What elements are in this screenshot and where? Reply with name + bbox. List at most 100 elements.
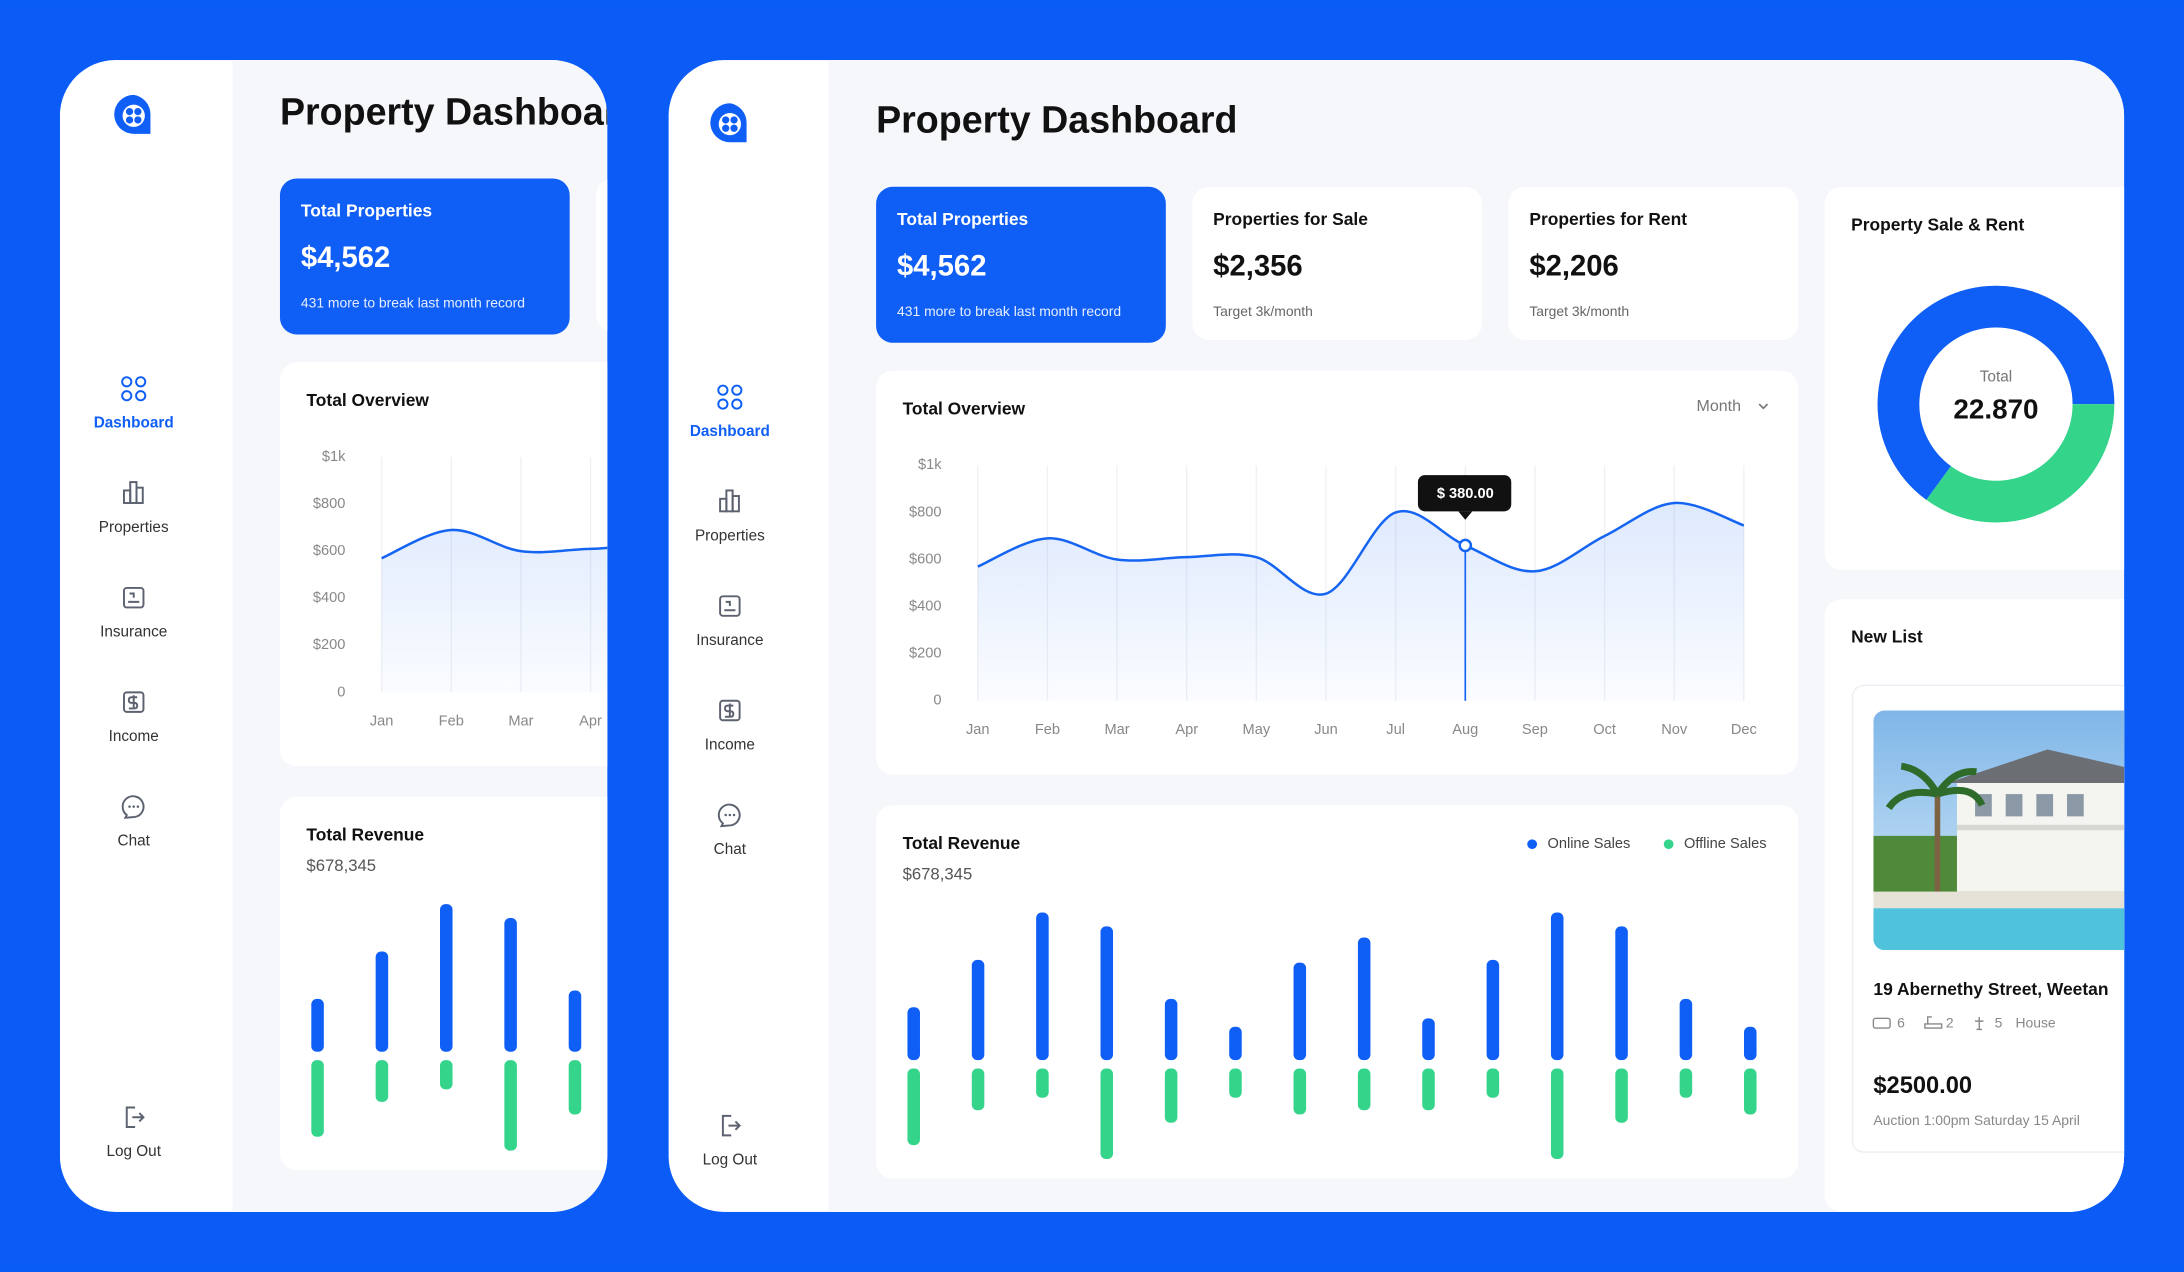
list-title: New List [1851, 627, 1923, 647]
nav-item[interactable]: Insurance [100, 586, 167, 641]
logo-dot [730, 124, 738, 132]
nav-item[interactable]: Insurance [696, 595, 763, 649]
period-label[interactable]: Month [1697, 398, 1741, 415]
nav-label[interactable]: Dashboard [94, 415, 174, 432]
stat-value: $2,356 [1213, 250, 1302, 282]
bar [1615, 1068, 1628, 1123]
bar [1743, 1068, 1757, 1115]
nav-label[interactable]: Income [109, 728, 159, 745]
bar [1357, 1068, 1371, 1111]
deck [1873, 891, 2125, 909]
line-series [381, 493, 608, 588]
nav-item[interactable]: Chat [714, 803, 747, 858]
tooltip-arrow [1458, 511, 1473, 520]
property-card[interactable]: 19 Abernethy Street, Weetan 6 2 5 House $2500… [1851, 684, 2184, 1153]
bar [1293, 962, 1307, 1061]
bar [971, 1068, 985, 1111]
bar [440, 1060, 453, 1090]
icon-part [125, 1106, 145, 1128]
dashboard-icon [717, 384, 743, 410]
stat-value: $4,562 [301, 242, 390, 274]
logo-dot [722, 124, 730, 132]
bar [1743, 1026, 1757, 1061]
x-tick-label: Jan [370, 714, 394, 730]
y-tick-label: 0 [933, 693, 941, 709]
bath-icon [1924, 1016, 1943, 1029]
line-area [381, 494, 608, 693]
window [2036, 794, 2054, 817]
nav-label[interactable]: Properties [99, 519, 169, 536]
nav-label[interactable]: Chat [118, 832, 151, 849]
y-tick-label: $200 [313, 637, 346, 653]
bar [907, 1007, 920, 1061]
nav-label[interactable]: Insurance [696, 632, 763, 649]
icon-part [135, 390, 147, 402]
logo-dot [125, 116, 134, 124]
icon-part [728, 813, 732, 817]
x-tick-label: Oct [1593, 722, 1616, 738]
nav-item[interactable]: Properties [695, 489, 765, 544]
y-tick-label: $600 [909, 551, 942, 567]
nav-item[interactable]: Properties [99, 481, 169, 536]
nav-item[interactable]: Dashboard [94, 376, 174, 432]
garage: 5 [1995, 1015, 2003, 1031]
bar [1229, 1068, 1242, 1098]
property-price: $2500.00 [1873, 1073, 1972, 1099]
chart-subtitle: $678,345 [903, 864, 973, 883]
pool [1873, 908, 2125, 951]
bar [1293, 1068, 1307, 1115]
property-address: 19 Abernethy Street, Weetan [1873, 979, 2108, 999]
legend-label: Offline Sales [1684, 836, 1767, 852]
nav-label[interactable]: Chat [714, 841, 747, 858]
icon-part [136, 805, 140, 808]
x-tick-label: Dec [1731, 722, 1757, 738]
y-tick-label: $1k [322, 449, 346, 465]
nav-item[interactable]: Dashboard [690, 384, 770, 440]
nav-item[interactable]: Income [705, 699, 755, 754]
stat-card [1192, 186, 1482, 341]
period-dropdown[interactable]: Month [1697, 398, 1769, 415]
logout-label[interactable]: Log Out [703, 1151, 758, 1168]
logout[interactable]: Log Out [106, 1106, 162, 1160]
stat-value: $2,206 [1529, 250, 1618, 282]
bar [1036, 1068, 1049, 1098]
icon-part [719, 595, 741, 617]
nav-item[interactable]: Income [109, 691, 159, 745]
mockup-small: Dashboard Properties Insurance Income Chat Lo… [59, 60, 608, 1212]
logout[interactable]: Log Out [703, 1114, 758, 1169]
nav-label[interactable]: Properties [695, 527, 765, 544]
dashboard-icon [121, 376, 147, 402]
logo [114, 94, 151, 134]
logo [710, 103, 747, 143]
icon-part [717, 803, 741, 828]
dashboard: Dashboard Properties Insurance Income Chat Lo… [690, 60, 2184, 1212]
logout-label[interactable]: Log Out [106, 1143, 161, 1160]
logo-dot [722, 116, 730, 124]
nav-label[interactable]: Insurance [100, 624, 167, 641]
bar [1100, 1068, 1114, 1160]
x-tick-label: Apr [1175, 722, 1198, 738]
auction-info: Auction 1:00pm Saturday 15 April [1873, 1112, 2079, 1128]
logo-dot [125, 107, 134, 116]
property-photo [1873, 710, 2125, 951]
nav-item[interactable]: Chat [118, 795, 151, 849]
y-tick-label: $200 [909, 646, 942, 662]
bar [971, 959, 985, 1061]
bar [1550, 1068, 1564, 1160]
nav-label[interactable]: Dashboard [690, 423, 770, 440]
x-tick-label: Jun [1314, 722, 1338, 738]
icon-part [121, 390, 133, 402]
properties-icon [719, 489, 740, 513]
icon-part [719, 699, 741, 722]
logout-icon [721, 1114, 741, 1137]
logout-icon [125, 1106, 145, 1128]
x-tick-label: Aug [1452, 722, 1478, 738]
donut-segment [1877, 285, 2115, 500]
trunk [1934, 794, 1941, 892]
bar [1422, 1018, 1435, 1061]
stat-value: $4,562 [897, 250, 986, 282]
y-tick-label: $400 [313, 590, 346, 606]
window [2005, 794, 2023, 817]
x-tick-label: Sep [1522, 722, 1548, 738]
nav-label[interactable]: Income [705, 736, 755, 753]
